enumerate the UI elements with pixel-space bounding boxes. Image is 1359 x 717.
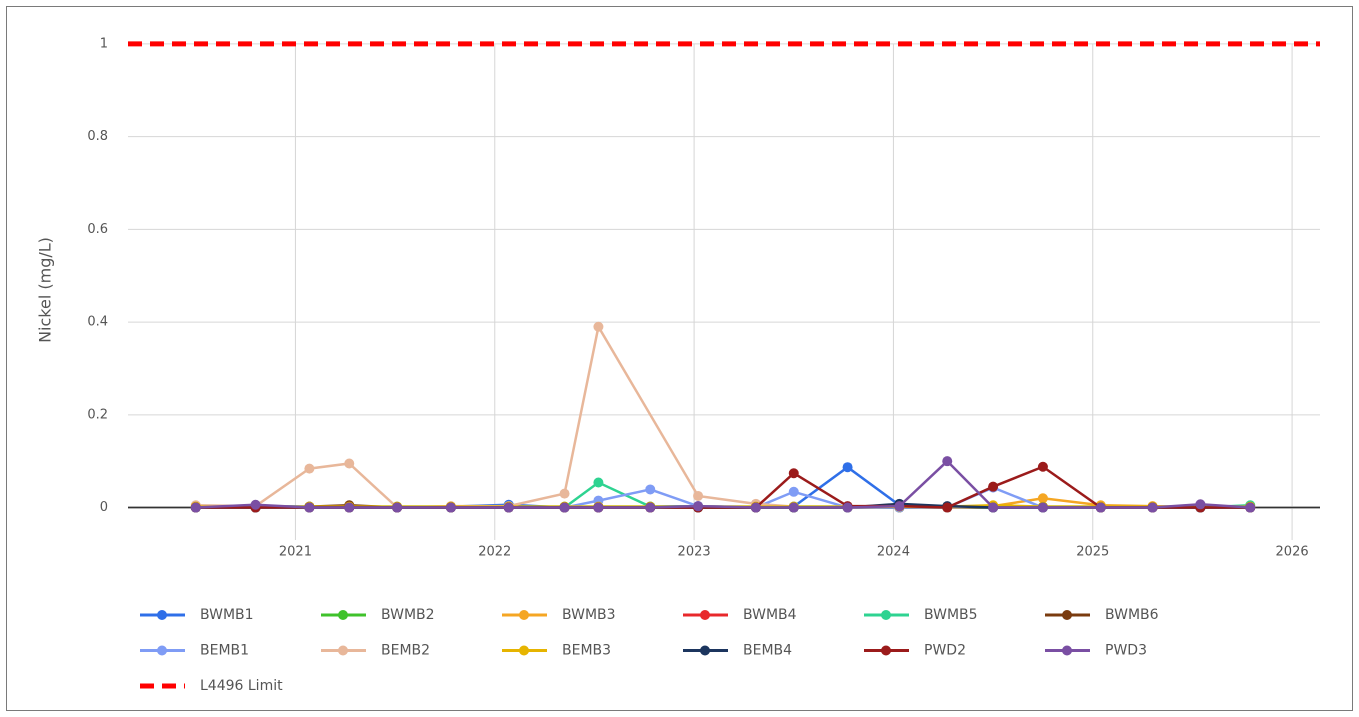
legend-label: PWD3 bbox=[1105, 643, 1147, 659]
legend-dot bbox=[1062, 610, 1072, 620]
legend-dot bbox=[519, 610, 529, 620]
data-point bbox=[842, 462, 853, 473]
data-point bbox=[693, 490, 704, 501]
data-point bbox=[593, 477, 604, 488]
data-point bbox=[304, 463, 315, 474]
x-tick-label: 2024 bbox=[877, 545, 910, 560]
data-point bbox=[988, 502, 999, 513]
legend-dot bbox=[157, 610, 167, 620]
series-line bbox=[195, 459, 1251, 509]
y-tick-label: 0.2 bbox=[87, 407, 108, 422]
data-point bbox=[593, 502, 604, 513]
legend-label: BWMB5 bbox=[924, 607, 978, 623]
data-point bbox=[788, 502, 799, 513]
x-tick-label: 2021 bbox=[279, 545, 312, 560]
y-tick-label: 0.4 bbox=[87, 315, 108, 330]
series-line bbox=[195, 323, 1251, 509]
legend-dot bbox=[157, 645, 167, 656]
y-tick-label: 1 bbox=[100, 36, 108, 51]
data-point bbox=[250, 499, 261, 510]
data-point bbox=[503, 502, 514, 513]
legend-label: BWMB2 bbox=[381, 607, 435, 623]
data-point bbox=[750, 502, 761, 513]
data-point bbox=[304, 502, 315, 513]
legend-label: L4496 Limit bbox=[200, 678, 283, 694]
data-point bbox=[788, 468, 799, 479]
data-point bbox=[445, 502, 456, 513]
data-point bbox=[559, 502, 570, 513]
legend-label: BEMB1 bbox=[200, 643, 249, 659]
y-tick-label: 0.6 bbox=[87, 222, 108, 237]
legend-label: BWMB1 bbox=[200, 607, 254, 623]
legend-dot bbox=[519, 645, 529, 656]
legend-dot bbox=[338, 645, 348, 656]
legend-dot bbox=[700, 645, 710, 656]
y-axis-title: Nickel (mg/L) bbox=[36, 237, 55, 343]
legend-label: BWMB6 bbox=[1105, 607, 1159, 623]
x-tick-label: 2026 bbox=[1276, 545, 1309, 560]
data-point bbox=[988, 481, 999, 492]
data-point bbox=[344, 502, 355, 513]
legend-dot bbox=[881, 610, 891, 620]
legend-dot bbox=[1062, 645, 1072, 656]
data-point bbox=[1037, 493, 1048, 504]
data-point bbox=[693, 501, 704, 512]
data-point bbox=[1147, 502, 1158, 513]
legend-dot bbox=[700, 610, 710, 620]
data-point bbox=[1037, 461, 1048, 472]
legend-label: PWD2 bbox=[924, 643, 966, 659]
data-point bbox=[593, 321, 604, 332]
data-point bbox=[894, 501, 905, 512]
x-tick-label: 2022 bbox=[478, 545, 511, 560]
data-point bbox=[942, 502, 953, 513]
legend-label: BEMB3 bbox=[562, 643, 611, 659]
series-line bbox=[195, 465, 1251, 509]
legend-dot bbox=[338, 610, 348, 620]
x-tick-label: 2025 bbox=[1076, 545, 1109, 560]
legend-dot bbox=[881, 645, 891, 656]
data-point bbox=[645, 484, 656, 495]
data-point bbox=[190, 502, 201, 513]
y-tick-label: 0 bbox=[100, 500, 108, 515]
legend-label: BWMB4 bbox=[743, 607, 797, 623]
data-point bbox=[344, 458, 355, 469]
data-point bbox=[788, 486, 799, 497]
data-point bbox=[645, 502, 656, 513]
data-point bbox=[392, 502, 403, 513]
chart-frame bbox=[6, 6, 1353, 711]
legend-label: BEMB2 bbox=[381, 643, 430, 659]
data-point bbox=[1245, 502, 1256, 513]
data-point bbox=[1037, 502, 1048, 513]
legend-label: BEMB4 bbox=[743, 643, 792, 659]
data-point bbox=[942, 456, 953, 467]
data-point bbox=[1095, 502, 1106, 513]
x-tick-label: 2023 bbox=[678, 545, 711, 560]
data-point bbox=[842, 502, 853, 513]
legend-label: BWMB3 bbox=[562, 607, 616, 623]
data-point bbox=[1195, 499, 1206, 510]
y-tick-label: 0.8 bbox=[87, 129, 108, 144]
data-point bbox=[559, 488, 570, 499]
